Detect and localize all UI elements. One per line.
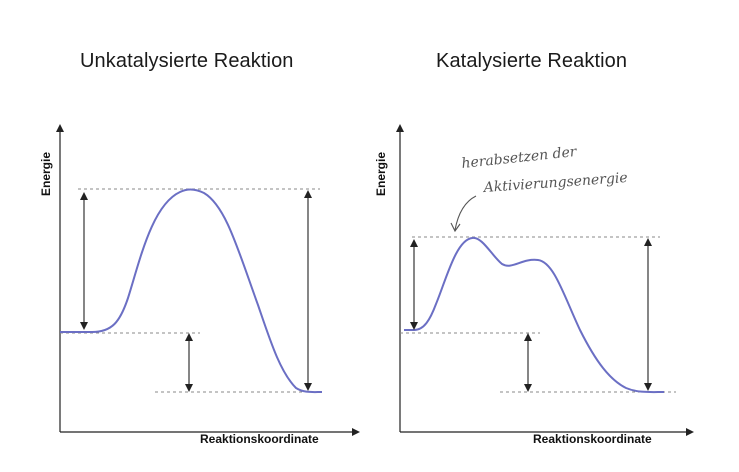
left-diagram: Energie Reaktionskoordinate xyxy=(39,124,360,446)
left-y-axis-label: Energie xyxy=(39,152,53,196)
right-x-axis-label: Reaktionskoordinate xyxy=(533,432,652,446)
right-energy-curve xyxy=(404,236,665,394)
annotation-pointer xyxy=(454,195,477,231)
annotation-pointer-head xyxy=(450,222,461,233)
katalysiert-title: Katalysierte Reaktion xyxy=(436,50,628,72)
annotation-line-2: Aktivierungsenergie xyxy=(481,170,628,196)
right-y-axis-label: Energie xyxy=(374,152,388,196)
annotation-line-1: herabsetzen der xyxy=(461,144,579,172)
left-energy-curve xyxy=(60,188,323,394)
right-diagram: Energie Reaktionskoordinate herabsetzen … xyxy=(374,124,694,446)
left-x-axis-label: Reaktionskoordinate xyxy=(200,432,319,446)
unkatalysiert-title: Unkatalysierte Reaktion xyxy=(80,50,294,72)
